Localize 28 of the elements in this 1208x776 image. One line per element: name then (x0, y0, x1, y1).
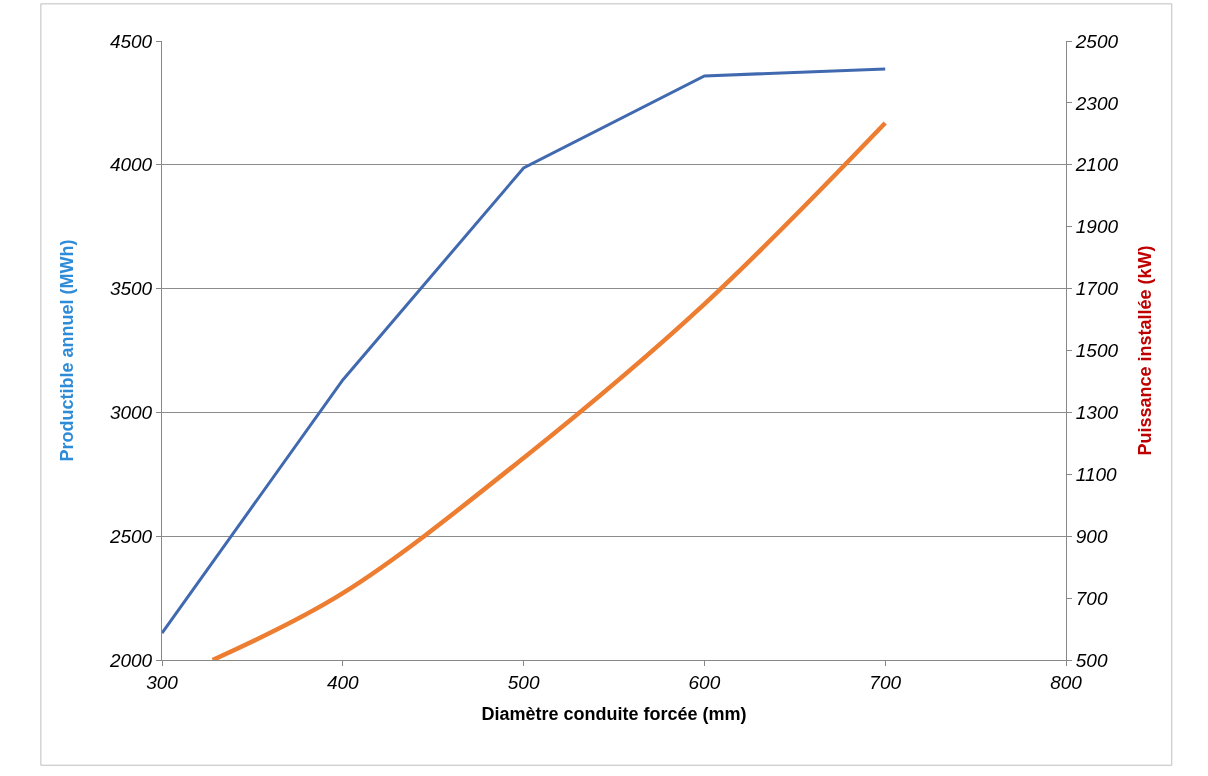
y-tick-label: 3000 (109, 402, 153, 424)
y2-tick-label: 2100 (1074, 154, 1119, 176)
y-axis-title: Productible annuel (MWh) (57, 239, 78, 462)
x-tick-label: 600 (688, 671, 721, 693)
line-series (210, 120, 888, 660)
y-tick-label: 3500 (109, 278, 153, 300)
y2-tick-label: 1500 (1075, 340, 1119, 362)
line-series (162, 67, 887, 635)
y2-tick-label: 1100 (1075, 463, 1118, 485)
y2-tick-label: 900 (1075, 525, 1108, 547)
x-tick-label: 300 (146, 671, 179, 693)
x-axis-title: Diamètre conduite forcée (mm) (481, 703, 747, 724)
y2-tick-label: 700 (1075, 587, 1108, 609)
y2-tick-label: 2500 (1074, 30, 1119, 52)
x-tick-label: 800 (1050, 671, 1083, 693)
y2-tick-label: 1900 (1075, 216, 1119, 238)
x-tick-label: 400 (326, 671, 360, 693)
y2-tick-label: 1700 (1075, 278, 1119, 300)
y2-tick-label: 500 (1075, 649, 1108, 671)
y2-axis-title: Puissance installée (kW) (1134, 245, 1155, 456)
y-tick-label: 2000 (108, 649, 153, 671)
y-tick-label: 4500 (109, 30, 153, 52)
y-tick-label: 2500 (108, 525, 153, 547)
y-tick-label: 4000 (109, 154, 153, 176)
x-tick-label: 500 (507, 671, 540, 693)
y2-tick-label: 1300 (1075, 402, 1119, 424)
y2-tick-label: 2300 (1074, 92, 1119, 114)
x-tick-label: 700 (869, 671, 902, 693)
